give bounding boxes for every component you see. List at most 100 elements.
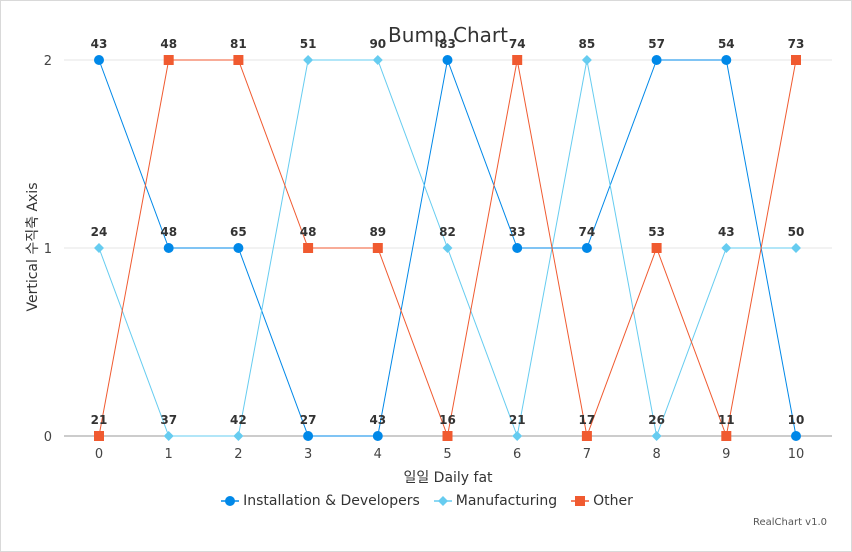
data-point[interactable] (581, 243, 592, 253)
y-tick-label: 1 (44, 242, 52, 257)
data-label: 81 (230, 37, 247, 51)
x-tick-label: 6 (513, 447, 521, 462)
legend-marker-icon (221, 496, 240, 506)
data-label: 73 (788, 37, 805, 51)
x-tick-labels: 0 1 2 3 4 5 6 7 8 9 10 (95, 447, 804, 462)
data-point[interactable] (303, 55, 314, 65)
data-point[interactable] (651, 431, 662, 441)
x-axis-title: 일일 Daily fat (403, 470, 493, 486)
data-point[interactable] (94, 431, 104, 441)
legend-label: Other (593, 493, 633, 509)
data-label: 17 (579, 413, 596, 427)
x-tick-label: 8 (652, 447, 660, 462)
data-point[interactable] (233, 55, 244, 65)
data-point[interactable] (721, 55, 732, 65)
data-point[interactable] (163, 243, 174, 253)
legend-label: Manufacturing (455, 493, 558, 509)
data-point[interactable] (512, 243, 523, 253)
data-label: 10 (788, 413, 805, 427)
legend-item[interactable]: Installation & Developers (221, 493, 420, 509)
x-tick-label: 10 (788, 447, 805, 462)
y-tick-label: 2 (44, 54, 52, 69)
legend-marker[interactable] (225, 496, 236, 506)
legend-item[interactable]: Manufacturing (433, 493, 558, 509)
credit-label: RealChart v1.0 (752, 517, 827, 528)
data-point[interactable] (721, 243, 732, 253)
data-label: 65 (230, 225, 247, 239)
x-tick-label: 2 (234, 447, 242, 462)
data-point[interactable] (791, 431, 801, 441)
data-point[interactable] (303, 243, 314, 253)
y-tick-labels: 0 1 2 (44, 54, 52, 445)
series-points-2: 21 48 81 48 89 16 74 17 53 11 73 (91, 37, 805, 441)
data-label: 43 (91, 37, 108, 51)
y-tick-label: 0 (44, 430, 52, 445)
legend-marker-icon (571, 496, 590, 506)
data-point[interactable] (512, 431, 523, 441)
data-label: 21 (509, 413, 526, 427)
data-point[interactable] (372, 431, 383, 441)
data-label: 43 (369, 413, 386, 427)
data-label: 11 (718, 413, 735, 427)
x-tick-label: 0 (95, 447, 103, 462)
data-label: 53 (648, 225, 665, 239)
legend-label: Installation & Developers (243, 493, 420, 509)
data-point[interactable] (581, 431, 592, 441)
data-label: 85 (579, 37, 596, 51)
chart-title: Bump Chart (388, 23, 508, 47)
data-label: 51 (300, 37, 317, 51)
data-label: 89 (369, 225, 386, 239)
data-label: 54 (718, 37, 735, 51)
legend: Installation & Developers Manufacturing Ot… (1, 493, 852, 509)
data-point[interactable] (94, 243, 104, 253)
data-label: 90 (369, 37, 386, 51)
y-axis-title: Vertical 수직축 Axis (25, 183, 41, 312)
data-label: 26 (648, 413, 665, 427)
x-tick-label: 1 (165, 447, 173, 462)
data-point[interactable] (442, 431, 453, 441)
data-label: 43 (718, 225, 735, 239)
data-label: 27 (300, 413, 317, 427)
data-point[interactable] (651, 243, 662, 253)
data-point[interactable] (94, 55, 104, 65)
x-tick-label: 4 (374, 447, 382, 462)
data-label: 24 (91, 225, 108, 239)
data-point[interactable] (512, 55, 523, 65)
legend-marker[interactable] (437, 496, 448, 506)
data-point[interactable] (303, 431, 314, 441)
data-label: 82 (439, 225, 456, 239)
data-point[interactable] (372, 243, 383, 253)
data-point[interactable] (791, 243, 801, 253)
data-point[interactable] (372, 55, 383, 65)
data-point[interactable] (581, 55, 592, 65)
series-layer: 43 48 65 27 43 83 33 74 57 54 10 24 37 42 51 90 82 21 85 26… (91, 37, 805, 441)
data-point[interactable] (163, 55, 174, 65)
x-tick-label: 9 (722, 447, 730, 462)
x-tick-label: 3 (304, 447, 312, 462)
data-label: 57 (648, 37, 665, 51)
legend-item[interactable]: Other (571, 493, 633, 509)
data-label: 50 (788, 225, 805, 239)
legend-marker-icon (433, 496, 452, 506)
data-label: 48 (300, 225, 317, 239)
data-point[interactable] (233, 431, 244, 441)
data-label: 33 (509, 225, 526, 239)
data-point[interactable] (233, 243, 244, 253)
legend-marker[interactable] (575, 496, 586, 506)
data-label: 16 (439, 413, 456, 427)
data-label: 37 (160, 413, 177, 427)
data-point[interactable] (721, 431, 732, 441)
data-label: 42 (230, 413, 247, 427)
data-point[interactable] (442, 55, 453, 65)
data-point[interactable] (163, 431, 174, 441)
data-label: 48 (160, 225, 177, 239)
series-points-1: 24 37 42 51 90 82 21 85 26 43 50 (91, 37, 805, 441)
x-tick-label: 7 (583, 447, 591, 462)
data-label: 74 (579, 225, 596, 239)
data-point[interactable] (651, 55, 662, 65)
data-point[interactable] (791, 55, 801, 65)
data-point[interactable] (442, 243, 453, 253)
data-label: 21 (91, 413, 108, 427)
